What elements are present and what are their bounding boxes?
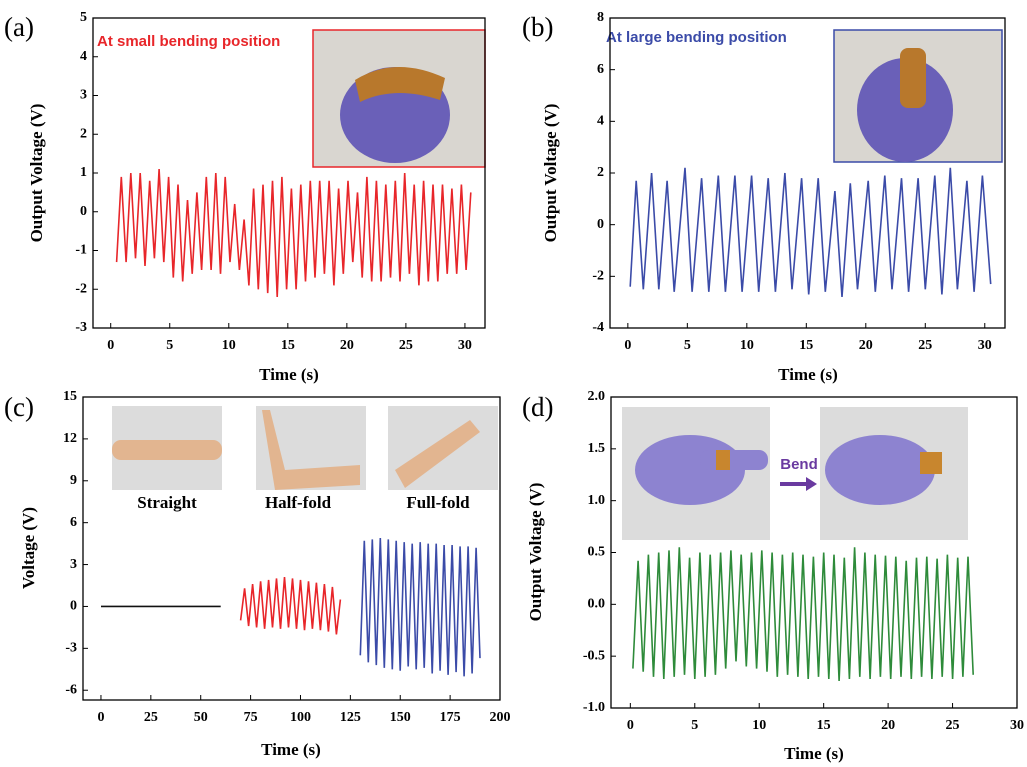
x-tick-label: 25	[399, 338, 413, 353]
y-tick-label: 9	[70, 473, 77, 488]
inset-photo	[313, 30, 485, 167]
x-tick-label: 20	[881, 718, 895, 733]
x-axis-label: Time (s)	[261, 740, 321, 759]
series-label: Half-fold	[265, 493, 332, 512]
data-line	[241, 577, 341, 634]
x-tick-label: 25	[144, 710, 158, 725]
y-tick-label: 4	[597, 114, 604, 129]
data-line	[633, 547, 973, 681]
x-tick-label: 0	[97, 710, 104, 725]
data-line	[630, 168, 991, 297]
inset-photo	[834, 30, 1002, 162]
y-tick-label: -0.5	[583, 648, 605, 663]
x-tick-label: 5	[166, 338, 173, 353]
y-tick-label: 2	[597, 165, 604, 180]
x-tick-label: 25	[918, 338, 932, 353]
y-axis-label: Output Voltage (V)	[541, 104, 560, 243]
y-axis-label: Voltage (V)	[19, 507, 38, 589]
y-tick-label: 0	[80, 204, 87, 219]
y-tick-label: 3	[70, 557, 77, 572]
y-tick-label: -1.0	[583, 700, 605, 715]
x-tick-label: 30	[458, 338, 472, 353]
y-tick-label: 0	[597, 217, 604, 232]
inset-photo	[622, 407, 968, 540]
x-tick-label: 15	[817, 718, 831, 733]
x-tick-label: 25	[946, 718, 960, 733]
y-tick-label: 6	[597, 62, 604, 77]
x-tick-label: 150	[390, 710, 411, 725]
x-tick-label: 50	[194, 710, 208, 725]
panel-label: (a)	[4, 12, 34, 42]
x-tick-label: 15	[799, 338, 813, 353]
x-axis-label: Time (s)	[784, 744, 844, 763]
x-tick-label: 5	[684, 338, 691, 353]
x-tick-label: 0	[107, 338, 114, 353]
series-label: Full-fold	[406, 493, 470, 512]
data-line	[117, 169, 471, 297]
y-tick-label: -6	[65, 682, 77, 697]
x-tick-label: 5	[691, 718, 698, 733]
y-tick-label: -1	[75, 243, 87, 258]
y-tick-label: 0	[70, 599, 77, 614]
annotation: Bend	[780, 456, 818, 473]
y-tick-label: 5	[80, 10, 87, 25]
x-axis-label: Time (s)	[259, 365, 319, 384]
x-tick-label: 175	[440, 710, 461, 725]
y-tick-label: 8	[597, 10, 604, 25]
x-tick-label: 15	[281, 338, 295, 353]
series-label: Straight	[137, 493, 197, 512]
y-tick-label: 15	[63, 389, 77, 404]
figure: (a) (b) (c) (d) Time (s) Output Voltage …	[0, 0, 1027, 767]
x-tick-label: 10	[740, 338, 754, 353]
x-tick-label: 10	[752, 718, 766, 733]
x-tick-label: 100	[290, 710, 311, 725]
y-tick-label: -2	[592, 269, 604, 284]
y-tick-label: 1.0	[588, 493, 606, 508]
annotation: At small bending position	[97, 33, 280, 50]
y-tick-label: 1	[80, 165, 87, 180]
panel-label: (b)	[522, 12, 553, 42]
x-tick-label: 0	[624, 338, 631, 353]
y-tick-label: 0.5	[588, 545, 606, 560]
y-tick-label: -3	[65, 641, 77, 656]
y-tick-label: 3	[80, 88, 87, 103]
x-tick-label: 0	[627, 718, 634, 733]
y-tick-label: 2	[80, 126, 87, 141]
y-tick-label: 6	[70, 515, 77, 530]
data-line	[360, 538, 480, 676]
y-tick-label: 2.0	[588, 389, 606, 404]
x-tick-label: 20	[859, 338, 873, 353]
y-tick-label: 1.5	[588, 441, 606, 456]
panel-label: (d)	[522, 392, 553, 422]
x-tick-label: 20	[340, 338, 354, 353]
y-axis-label: Output Voltage (V)	[526, 483, 545, 622]
y-tick-label: -4	[592, 320, 604, 335]
x-tick-label: 10	[222, 338, 236, 353]
y-tick-label: -3	[75, 320, 87, 335]
x-tick-label: 75	[244, 710, 258, 725]
x-tick-label: 125	[340, 710, 361, 725]
inset-photo	[112, 406, 498, 490]
y-tick-label: -2	[75, 281, 87, 296]
y-axis-label: Output Voltage (V)	[27, 104, 46, 243]
x-tick-label: 200	[490, 710, 511, 725]
y-tick-label: 0.0	[588, 597, 606, 612]
x-tick-label: 30	[1010, 718, 1024, 733]
x-axis-label: Time (s)	[778, 365, 838, 384]
panel-label: (c)	[4, 392, 34, 422]
annotation: At large bending position	[606, 29, 787, 46]
y-tick-label: 12	[63, 431, 77, 446]
x-tick-label: 30	[978, 338, 992, 353]
y-tick-label: 4	[80, 49, 87, 64]
